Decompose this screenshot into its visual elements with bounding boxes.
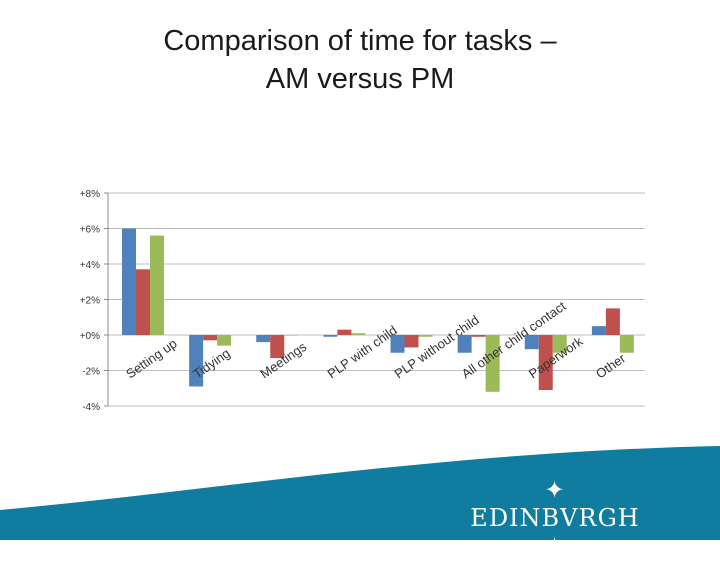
bar — [203, 335, 218, 341]
y-tick-label: -2% — [82, 367, 100, 378]
category-label: Setting up — [123, 336, 180, 382]
footer-wave — [0, 446, 720, 540]
bar — [270, 335, 285, 359]
bar — [122, 228, 136, 335]
bar — [150, 235, 164, 335]
council-logo: ✦ EDINBVRGH ✦ THE CITY OF EDINBURGH COUN… — [470, 476, 640, 568]
bar — [485, 335, 500, 392]
bar — [337, 329, 352, 335]
bar — [524, 335, 539, 350]
bar — [284, 335, 299, 336]
bar — [217, 335, 232, 346]
bar — [404, 335, 419, 348]
logo-wordmark: ✦ EDINBVRGH ✦ — [470, 476, 640, 560]
logo-ornament-right: ✦ — [544, 532, 566, 560]
logo-subtitle: THE CITY OF EDINBURGH COUNCIL — [494, 562, 616, 568]
bar — [323, 335, 338, 337]
logo-name: EDINBVRGH — [470, 504, 640, 532]
bar-chart: +8%+6%+4%+2%+0%-2%-4%Setting up Tidying Me… — [80, 189, 645, 413]
title-line-1: Comparison of time for tasks – — [163, 25, 557, 57]
slide-title: Comparison of time for tasks – AM versus… — [0, 22, 720, 98]
bar — [418, 335, 433, 337]
y-tick-label: +8% — [80, 189, 100, 200]
title-line-2: AM versus PM — [265, 63, 455, 95]
y-tick-label: -4% — [82, 402, 100, 413]
bar — [471, 335, 486, 337]
bar — [538, 335, 553, 391]
category-label: Other — [593, 350, 629, 381]
bar — [351, 333, 366, 335]
bar — [189, 335, 204, 387]
bar — [256, 335, 271, 343]
category-label: PLP with child — [324, 322, 399, 381]
y-tick-label: +0% — [80, 331, 100, 342]
footer-band — [0, 446, 720, 540]
bar — [619, 335, 634, 353]
y-tick-label: +6% — [80, 225, 100, 236]
bar — [390, 335, 405, 353]
bar — [605, 308, 620, 335]
bar — [457, 335, 472, 353]
logo-ornament-left: ✦ — [544, 476, 566, 504]
bar — [591, 326, 606, 335]
y-tick-label: +4% — [80, 260, 100, 271]
bar — [552, 335, 567, 353]
bar — [136, 269, 150, 335]
y-tick-label: +2% — [80, 296, 100, 307]
